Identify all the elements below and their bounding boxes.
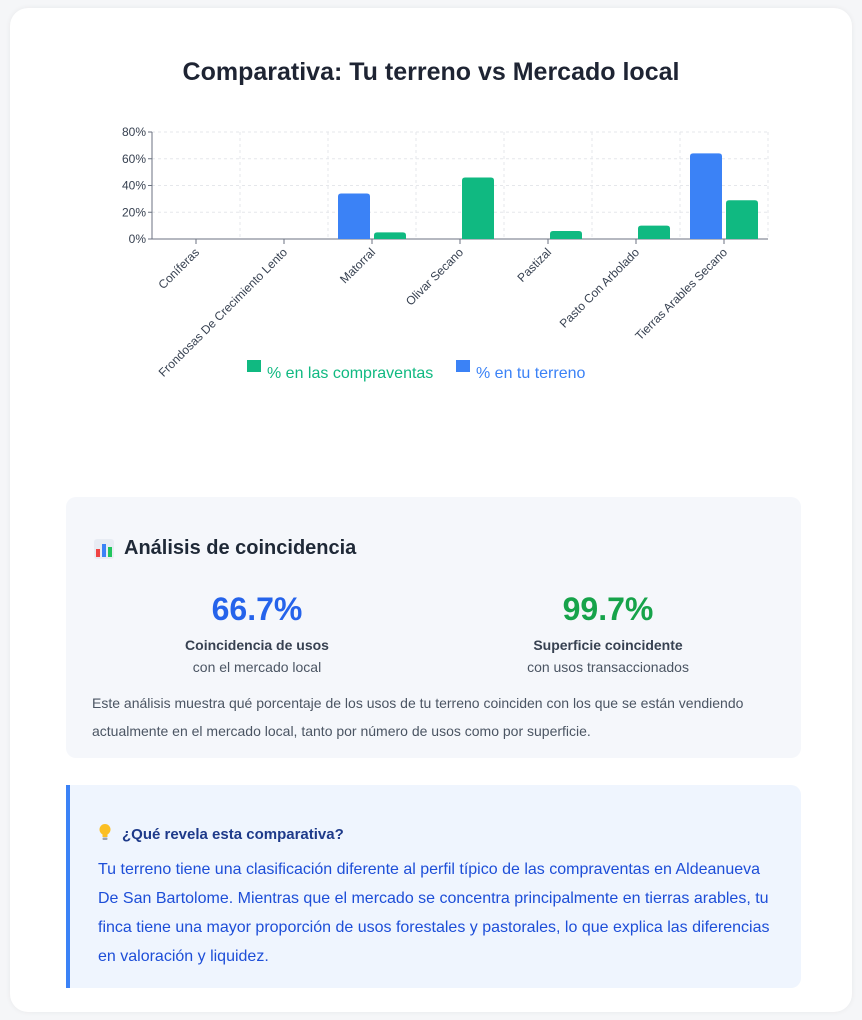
analysis-title: Análisis de coincidencia	[124, 537, 357, 559]
surface-match-label: Superficie coincidente	[533, 637, 683, 653]
bar-compraventas-3	[462, 177, 494, 239]
bar-chart-icon	[94, 538, 114, 559]
usage-match-value: 66.7%	[211, 591, 303, 627]
x-tick-label: Pastizal	[515, 245, 555, 285]
bar-compraventas-6	[726, 200, 758, 239]
legend-swatch	[456, 360, 470, 372]
y-tick-label: 60%	[122, 152, 146, 166]
bar-terreno-6	[690, 153, 722, 239]
insight-text: Tu terreno tiene una clasificación difer…	[98, 861, 770, 965]
analysis-panel: Análisis de coincidencia 66.7% Coinciden…	[66, 497, 801, 758]
analysis-description: Este análisis muestra qué porcentaje de …	[92, 695, 744, 739]
x-tick-label: Coníferas	[155, 245, 202, 292]
x-tick-label: Tierras Arables Secano	[632, 245, 730, 343]
x-tick-label: Pasto Con Arbolado	[557, 245, 643, 331]
bar-terreno-2	[338, 193, 370, 239]
insight-heading: ¿Qué revela esta comparativa?	[98, 823, 344, 846]
chart-title: Comparativa: Tu terreno vs Mercado local	[182, 58, 680, 86]
insight-title: ¿Qué revela esta comparativa?	[122, 826, 344, 843]
x-tick-label: Matorral	[337, 245, 378, 286]
usage-match-stat: 66.7% Coincidencia de usos con el mercad…	[107, 593, 407, 675]
analysis-heading: Análisis de coincidencia	[94, 537, 356, 560]
surface-match-stat: 99.7% Superficie coincidente con usos tr…	[458, 593, 758, 675]
y-tick-label: 80%	[122, 125, 146, 139]
bar-compraventas-5	[638, 225, 670, 239]
y-tick-label: 40%	[122, 179, 146, 193]
x-tick-label: Olivar Secano	[403, 245, 466, 308]
lightbulb-icon	[98, 823, 112, 846]
bar-compraventas-2	[374, 232, 406, 239]
surface-match-sub: con usos transaccionados	[527, 659, 689, 675]
bar-compraventas-4	[550, 230, 582, 239]
usage-match-sub: con el mercado local	[192, 659, 322, 675]
insight-panel: ¿Qué revela esta comparativa? Tu terreno…	[66, 785, 801, 988]
legend-swatch	[247, 360, 261, 372]
surface-match-value: 99.7%	[562, 591, 654, 627]
legend-label: % en las compraventas	[267, 365, 433, 382]
y-tick-label: 0%	[129, 232, 147, 246]
usage-match-label: Coincidencia de usos	[185, 637, 329, 653]
legend-label: % en tu terreno	[476, 365, 586, 382]
y-tick-label: 20%	[122, 205, 146, 219]
